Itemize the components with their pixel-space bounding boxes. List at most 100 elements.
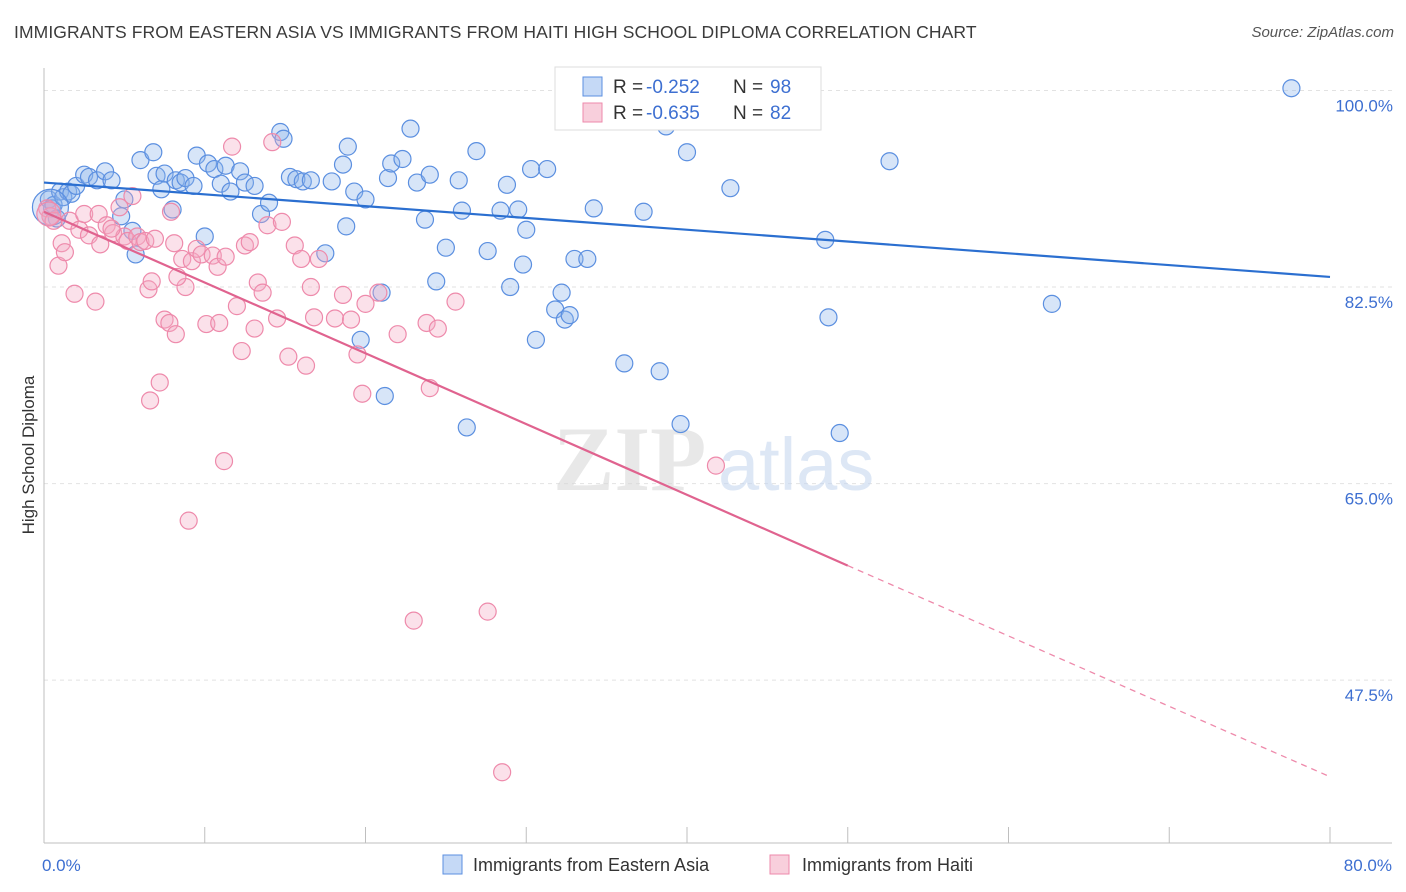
- trend-line-haiti: [43, 210, 849, 567]
- legend-n-label-2: N =: [733, 103, 763, 124]
- eastern-asia-point-98: [880, 152, 899, 171]
- legend-bottom-swatch-blue: [442, 854, 463, 875]
- eastern-asia-point-85: [584, 199, 603, 218]
- haiti-point-71: [417, 313, 436, 333]
- legend-r-label-1: R =: [613, 77, 643, 98]
- haiti-point-81: [102, 219, 121, 238]
- haiti-point-59: [301, 277, 320, 297]
- haiti-point-42: [214, 452, 234, 471]
- trend-line-eastern-asia: [43, 181, 1331, 279]
- eastern-asia-point-74: [513, 255, 533, 274]
- haiti-point-7: [65, 284, 84, 303]
- legend-swatch-blue: [582, 76, 603, 97]
- eastern-asia-point-65: [449, 171, 468, 190]
- eastern-asia-point-100: [1282, 79, 1301, 98]
- haiti-point-48: [240, 232, 259, 252]
- haiti-point-61: [309, 249, 328, 269]
- eastern-asia-point-96: [819, 308, 838, 327]
- chart-title: IMMIGRANTS FROM EASTERN ASIA VS IMMIGRAN…: [14, 22, 977, 42]
- haiti-point-73: [428, 319, 447, 338]
- haiti-point-34: [179, 511, 198, 530]
- eastern-asia-point-64: [436, 238, 455, 257]
- watermark-atlas: atlas: [718, 423, 874, 506]
- haiti-point-64: [341, 310, 361, 329]
- y-tick-label-2: 65.0%: [1345, 490, 1393, 509]
- eastern-asia-point-55: [375, 386, 394, 406]
- trend-line-haiti-extension: [847, 564, 1331, 778]
- y-tick-label-0: 100.0%: [1335, 96, 1393, 115]
- haiti-point-41: [210, 313, 229, 333]
- haiti-point-58: [296, 356, 316, 375]
- eastern-asia-point-47: [322, 172, 341, 191]
- eastern-asia-point-61: [415, 210, 435, 229]
- haiti-point-69: [388, 325, 407, 344]
- x-tick-label-1: 80.0%: [1344, 856, 1392, 875]
- eastern-asia-point-83: [565, 249, 584, 269]
- trend-lines: [43, 181, 1331, 778]
- haiti-point-50: [253, 283, 272, 302]
- haiti-point-49: [248, 273, 267, 292]
- legend-bottom-swatch-pink: [769, 854, 790, 875]
- y-tick-label-1: 82.5%: [1345, 293, 1393, 312]
- eastern-asia-point-66: [452, 201, 472, 220]
- legend-bottom-label-blue: Immigrants from Eastern Asia: [473, 855, 710, 875]
- series-haiti-points: [36, 133, 726, 782]
- haiti-point-78: [245, 319, 264, 338]
- eastern-asia-point-62: [420, 165, 439, 184]
- eastern-asia-point-84: [578, 249, 597, 269]
- haiti-point-16: [110, 198, 129, 217]
- haiti-point-51: [258, 216, 277, 235]
- haiti-point-54: [272, 212, 292, 231]
- eastern-asia-point-13: [102, 171, 121, 190]
- legend-swatch-pink: [582, 102, 603, 123]
- eastern-asia-point-56: [378, 168, 398, 188]
- eastern-asia-point-88: [634, 202, 653, 221]
- legend-r-value-2: -0.635: [646, 103, 700, 124]
- eastern-asia-point-63: [427, 272, 446, 291]
- eastern-asia-point-39: [259, 193, 279, 212]
- haiti-point-66: [353, 384, 372, 403]
- legend-bottom-label-pink: Immigrants from Haiti: [802, 855, 973, 875]
- haiti-point-11: [86, 292, 105, 311]
- eastern-asia-point-77: [526, 330, 545, 349]
- chart-source: Source: ZipAtlas.com: [1251, 24, 1394, 41]
- y-tick-label-3: 47.5%: [1345, 686, 1393, 705]
- eastern-asia-point-41: [274, 129, 293, 148]
- haiti-point-55: [279, 347, 298, 366]
- eastern-asia-point-76: [521, 159, 541, 179]
- eastern-asia-point-59: [401, 119, 420, 138]
- eastern-asia-point-80: [552, 283, 571, 302]
- eastern-asia-point-12: [95, 162, 115, 181]
- legend-r-value-1: -0.252: [646, 77, 700, 98]
- axes: [43, 68, 1392, 844]
- haiti-point-65: [348, 345, 367, 364]
- haiti-point-57: [292, 249, 311, 269]
- legend-n-value-2: 82: [770, 103, 791, 124]
- haiti-point-28: [160, 313, 179, 333]
- haiti-point-68: [369, 283, 388, 302]
- legend-stats: R = -0.252 N = 98 R = -0.635 N = 82: [554, 66, 822, 131]
- eastern-asia-point-37: [245, 176, 264, 196]
- eastern-asia-point-82: [560, 306, 579, 325]
- haiti-point-9: [75, 204, 94, 224]
- x-tick-label-0: 0.0%: [42, 856, 81, 875]
- haiti-point-75: [478, 602, 497, 621]
- haiti-point-47: [235, 236, 255, 255]
- eastern-asia-point-22: [155, 164, 174, 183]
- eastern-asia-point-57: [382, 154, 401, 173]
- haiti-point-19: [123, 186, 142, 206]
- eastern-asia-point-52: [351, 330, 370, 349]
- haiti-point-25: [145, 229, 165, 248]
- haiti-point-26: [150, 373, 169, 392]
- haiti-point-5: [55, 243, 74, 262]
- haiti-point-67: [356, 294, 375, 313]
- y-axis-label: High School Diploma: [19, 375, 38, 534]
- eastern-asia-point-99: [1042, 294, 1062, 313]
- eastern-asia-point-69: [478, 241, 497, 261]
- haiti-point-30: [165, 234, 184, 253]
- eastern-asia-point-91: [671, 414, 690, 434]
- eastern-asia-point-97: [830, 423, 849, 443]
- haiti-point-27: [155, 310, 174, 329]
- eastern-asia-point-35: [231, 162, 250, 181]
- haiti-point-74: [446, 292, 465, 311]
